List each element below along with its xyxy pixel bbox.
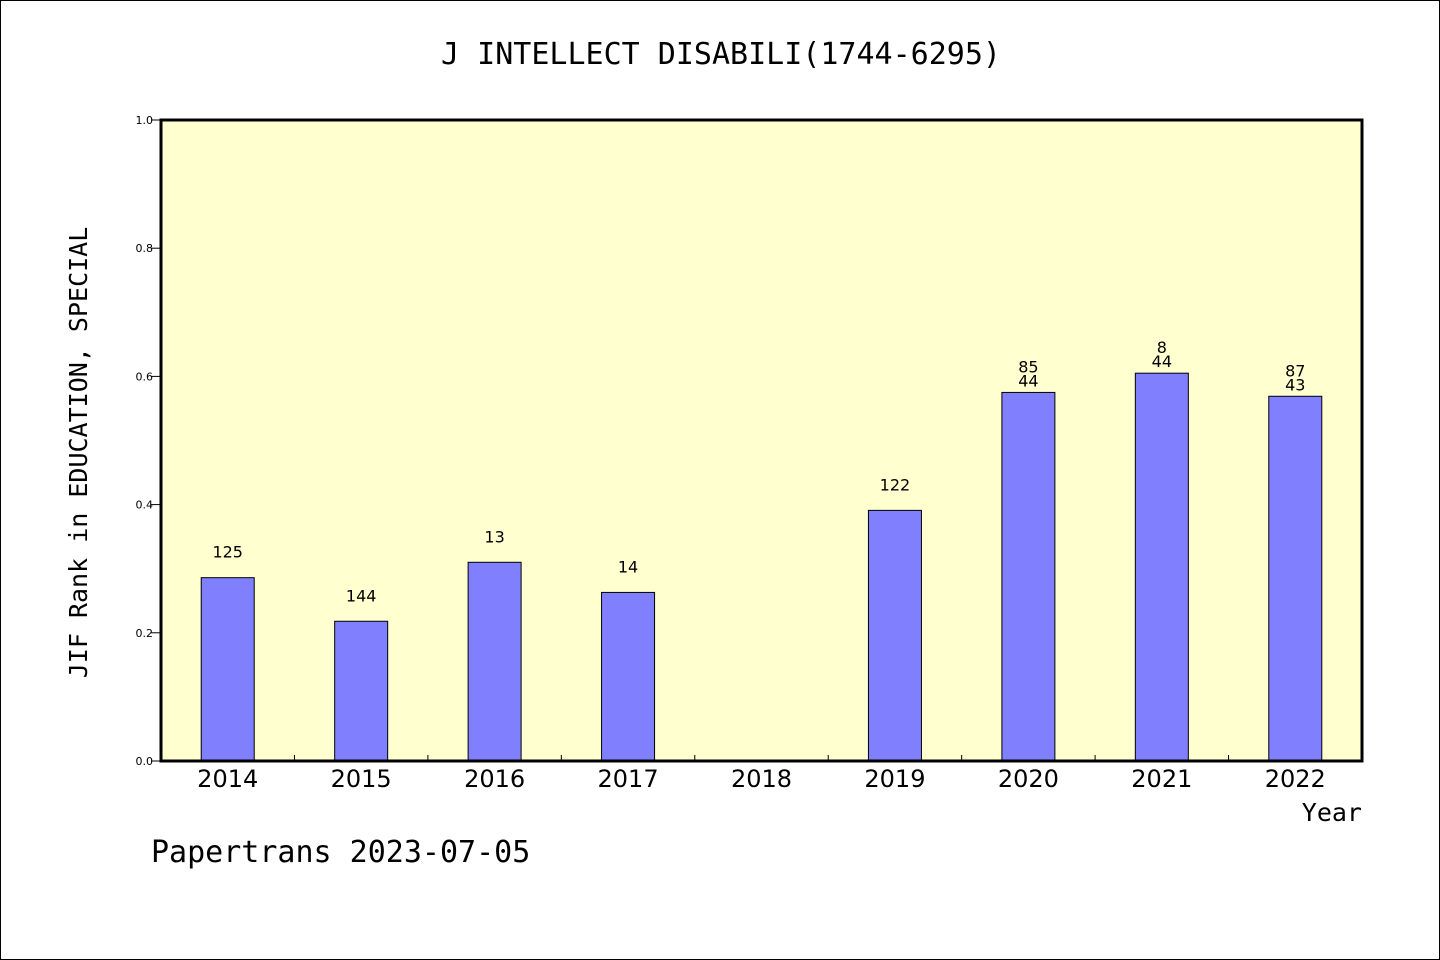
- data-label: 14: [618, 557, 638, 576]
- bar: [1001, 391, 1056, 762]
- bar: [1134, 372, 1189, 762]
- x-axis: 2014 2015 2016 2017 2018 2019 2020 2021 2022: [197, 755, 1326, 793]
- bar: [867, 509, 922, 762]
- chart-title: J INTELLECT DISABILI(1744-6295): [441, 37, 1001, 72]
- y-tick-label: 0.2: [136, 627, 154, 640]
- bar: [334, 620, 389, 762]
- bar-series: [200, 372, 1323, 762]
- y-tick-label: 0.6: [136, 370, 154, 383]
- bar: [1268, 395, 1323, 762]
- data-label: 144: [346, 586, 377, 605]
- data-label: 8: [1157, 338, 1167, 357]
- bar: [601, 591, 656, 762]
- x-tick-label: 2022: [1265, 765, 1326, 793]
- x-tick-label: 2015: [331, 765, 392, 793]
- y-tick-label: 0.0: [136, 755, 154, 768]
- data-label: 43: [1285, 375, 1305, 394]
- data-label: 85: [1018, 357, 1038, 376]
- data-label: 122: [880, 475, 911, 494]
- data-label: 44: [1152, 352, 1172, 371]
- y-tick-label: 0.4: [136, 499, 154, 512]
- bar: [200, 577, 255, 762]
- footer-note: Papertrans 2023-07-05: [151, 835, 531, 870]
- plot-frame: [159, 118, 1364, 763]
- x-tick-label: 2020: [998, 765, 1059, 793]
- x-tick-label: 2018: [731, 765, 792, 793]
- x-tick-label: 2016: [464, 765, 525, 793]
- data-label: 44: [1018, 371, 1038, 390]
- x-tick-label: 2019: [864, 765, 925, 793]
- data-label: 13: [484, 527, 504, 546]
- y-tick-label: 0.8: [136, 242, 154, 255]
- x-tick-label: 2021: [1131, 765, 1192, 793]
- y-axis-title: JIF Rank in EDUCATION, SPECIAL: [64, 227, 93, 679]
- y-tick-label: 1.0: [136, 114, 154, 127]
- bar: [467, 561, 522, 762]
- x-axis-title: Year: [1302, 798, 1362, 827]
- x-tick-label: 2017: [598, 765, 659, 793]
- y-axis: 0.0 0.2 0.4 0.6 0.8 1.0: [136, 114, 161, 768]
- data-label: 125: [212, 543, 243, 562]
- x-tick-label: 2014: [197, 765, 258, 793]
- data-label: 87: [1285, 361, 1305, 380]
